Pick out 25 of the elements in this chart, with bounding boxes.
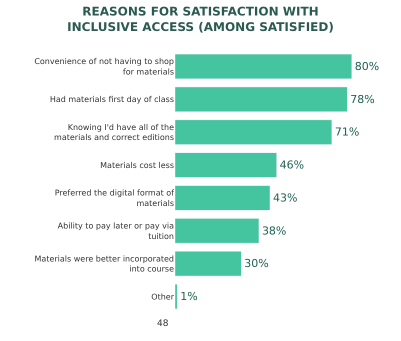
data-label: 38% [262, 224, 286, 238]
bar [175, 54, 352, 80]
chart-title: REASONS FOR SATISFACTION WITH INCLUSIVE ACCESS (AMONG SATISFIED) [67, 4, 334, 34]
text: 48 [157, 319, 169, 329]
y-tick-label: Materials cost less [100, 160, 174, 170]
y-tick-label: Ability to pay later or pay via tuition [58, 221, 174, 241]
bar [175, 251, 242, 276]
y-tick-label: Other [151, 292, 175, 302]
bar [175, 86, 348, 112]
bar [175, 185, 270, 211]
bar [175, 120, 332, 145]
data-label: 43% [272, 191, 298, 204]
data-label: 46% [280, 158, 304, 172]
y-tick-label: Materials were better incorporated into course [34, 254, 174, 274]
y-tick-label: Convenience of not having to shop for materials [34, 57, 174, 76]
y-tick-label: Had materials first day of class [50, 95, 174, 104]
data-label: 30% [244, 257, 269, 270]
data-label: 80% [354, 60, 380, 73]
data-label: 71% [334, 126, 360, 139]
y-tick-label: Knowing I'd have all of the materials and correct editions [54, 122, 174, 142]
data-label: 78% [350, 92, 375, 106]
data-label: 1% [180, 290, 198, 304]
bar [175, 152, 277, 178]
y-tick-label: Preferred the digital format of materials [54, 188, 174, 208]
bar [175, 218, 260, 244]
